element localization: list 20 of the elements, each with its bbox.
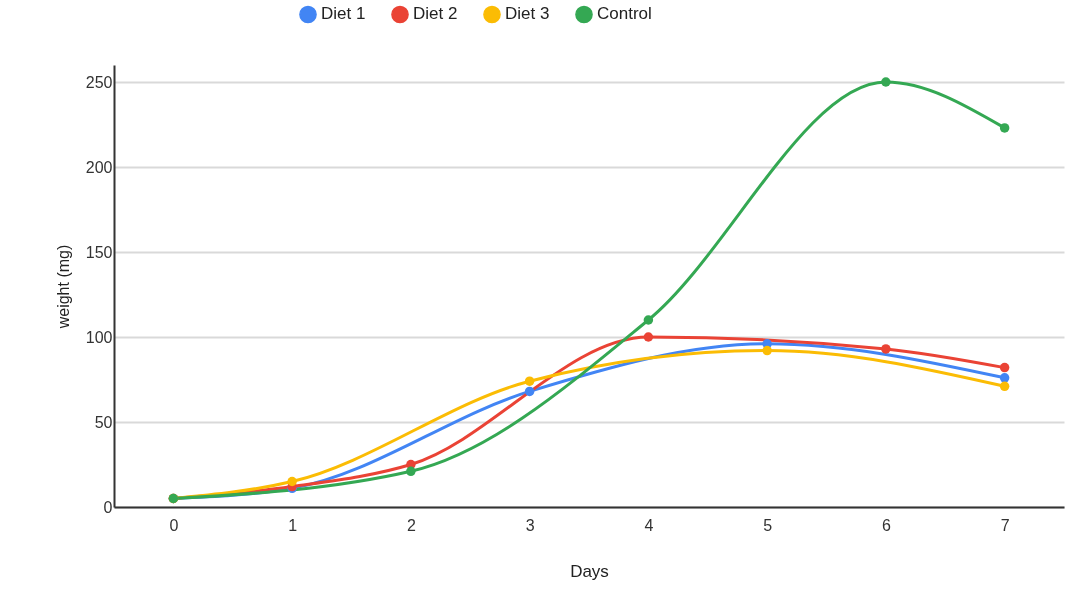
x-tick-label: 1 (288, 516, 298, 534)
legend-label: Diet 1 (321, 4, 366, 24)
y-tick-label: 0 (103, 498, 113, 516)
y-tick-label: 100 (85, 328, 113, 346)
legend-label: Diet 3 (505, 4, 550, 24)
x-tick-label: 3 (525, 516, 535, 534)
y-axis-title: weight (mg) (54, 244, 72, 330)
y-tick-label: 200 (85, 158, 113, 176)
y-tick-label: 150 (85, 243, 113, 261)
x-axis-title: Days (570, 561, 609, 581)
legend-label: Control (597, 4, 652, 24)
x-tick-label: 5 (763, 516, 773, 534)
x-tick-label: 7 (1000, 516, 1010, 534)
x-tick-label: 4 (644, 516, 654, 534)
legend-label: Diet 2 (413, 4, 458, 24)
y-tick-label: 250 (85, 73, 113, 91)
x-tick-label: 6 (881, 516, 891, 534)
y-tick-label: 50 (94, 413, 113, 431)
x-tick-label: 2 (406, 516, 416, 534)
x-tick-label: 0 (169, 516, 179, 534)
